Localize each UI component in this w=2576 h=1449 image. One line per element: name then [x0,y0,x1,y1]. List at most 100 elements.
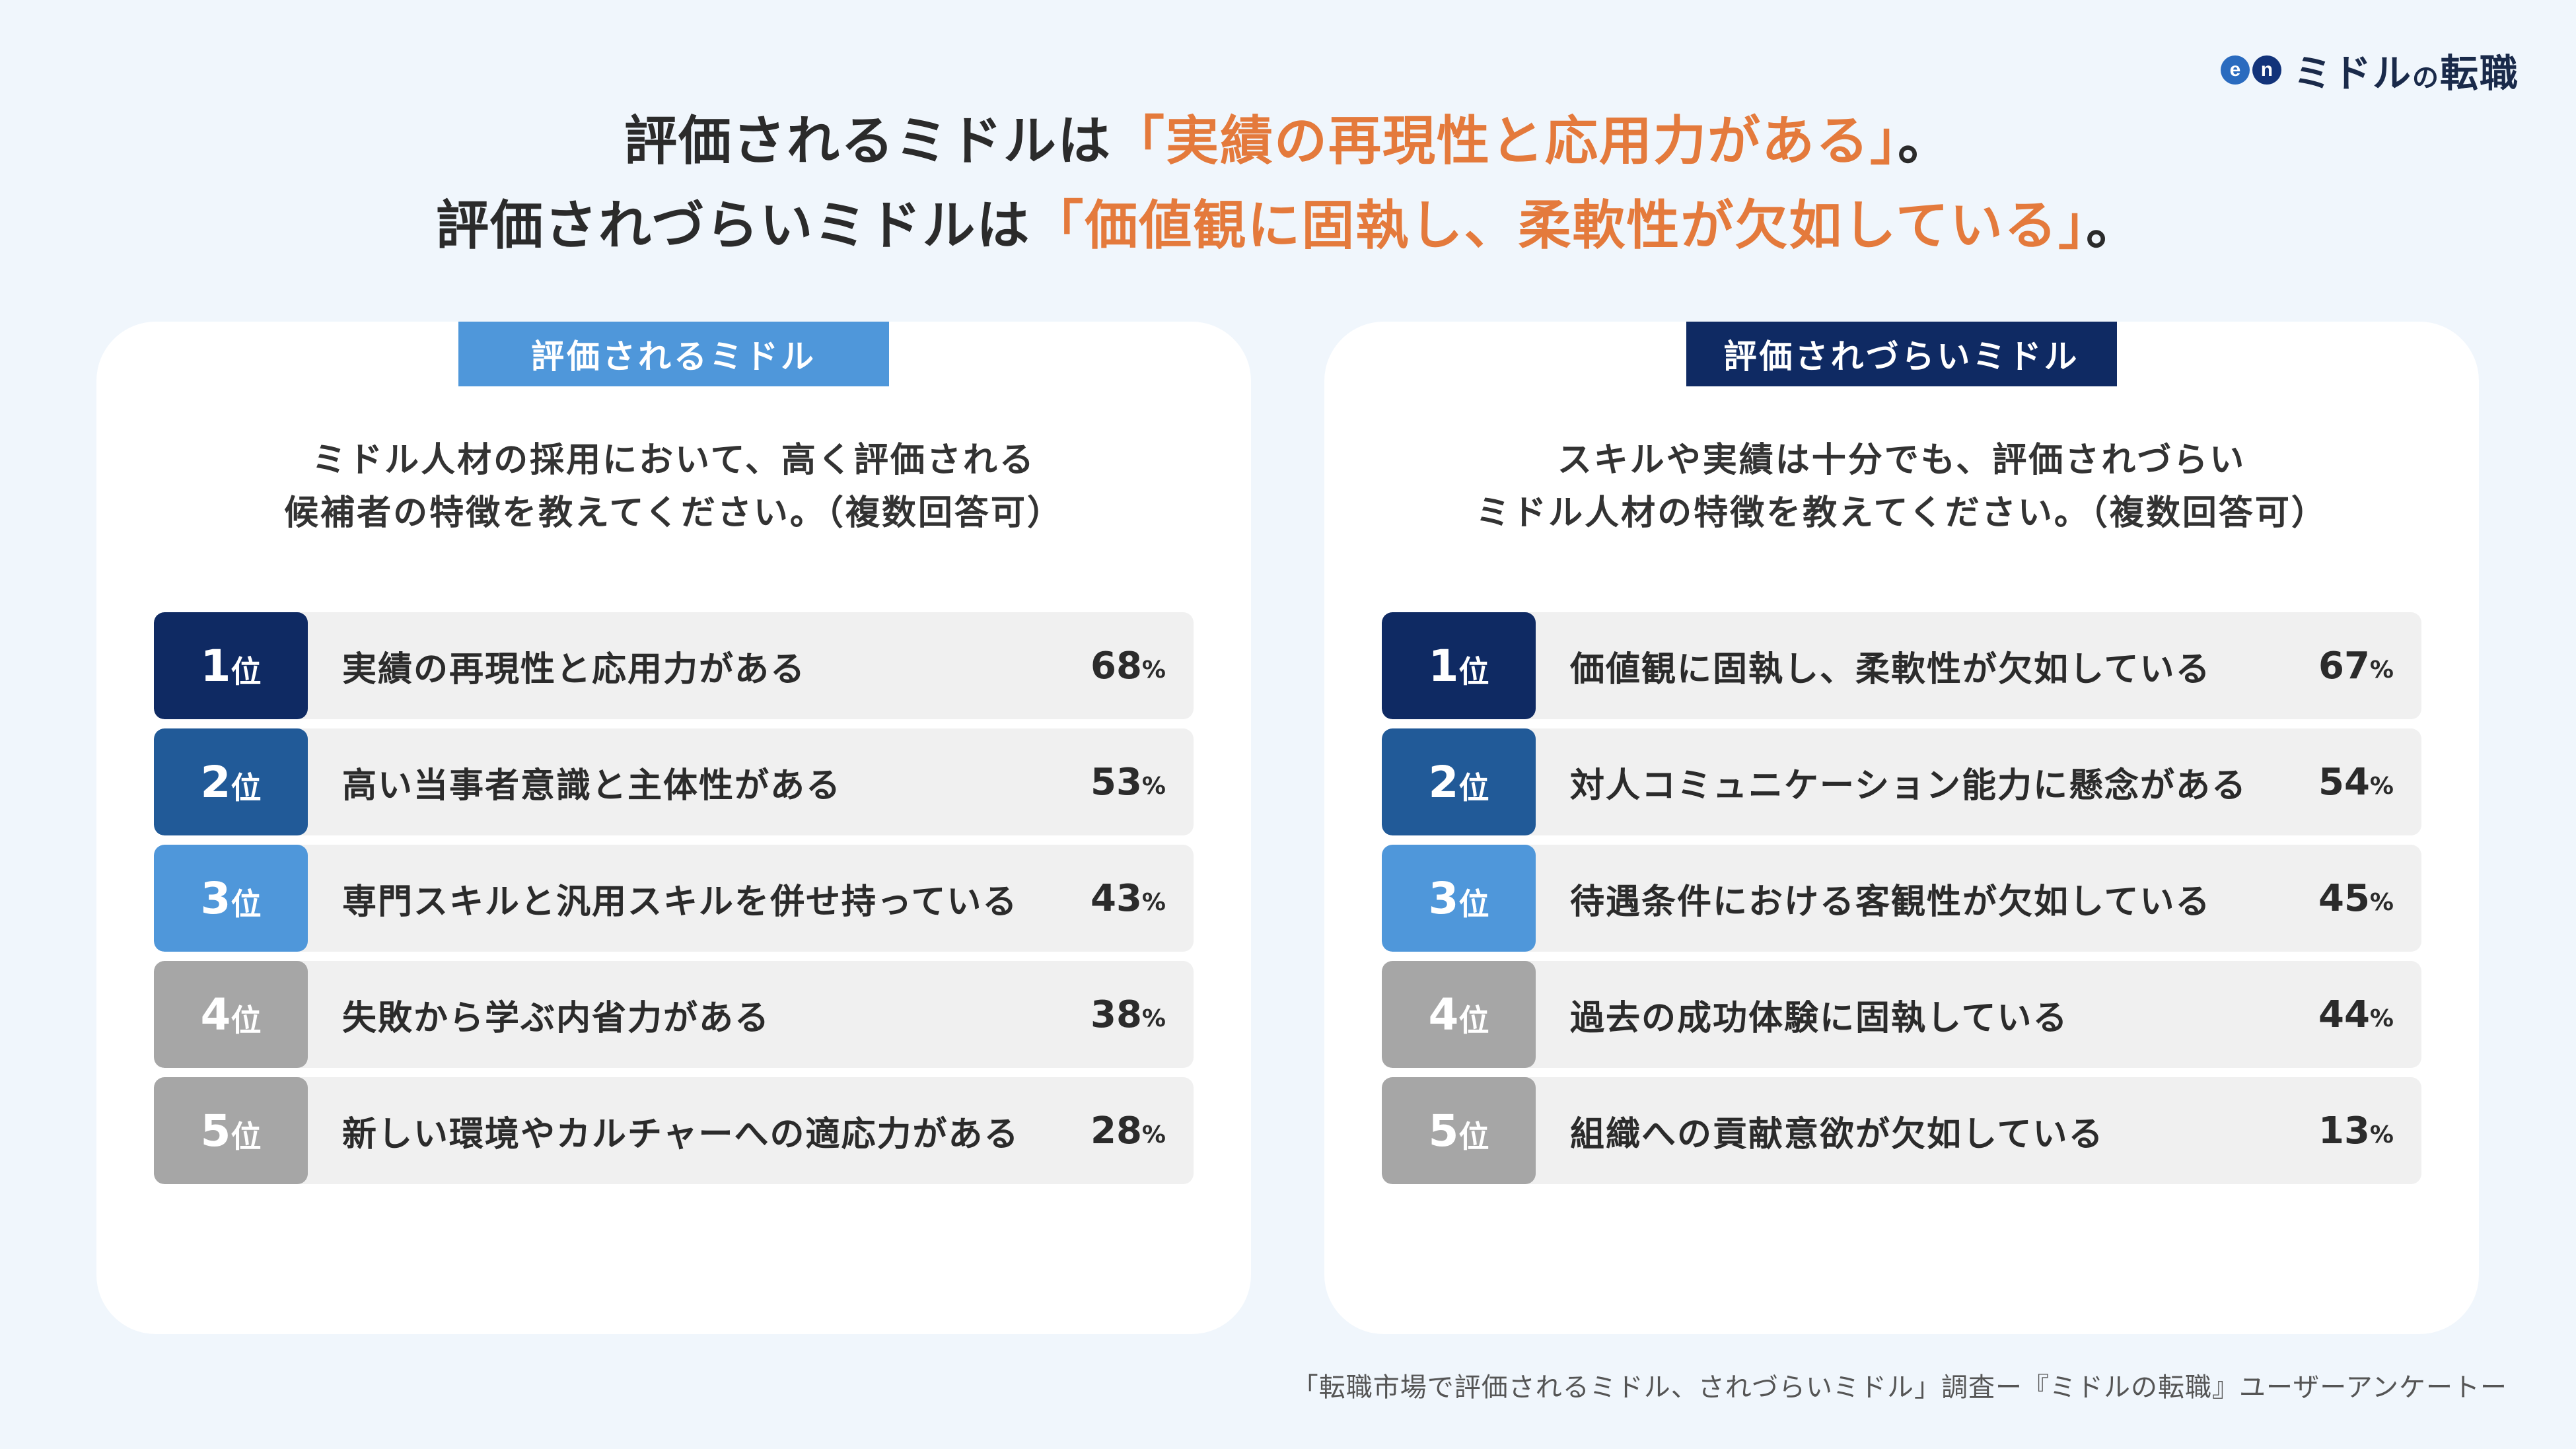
rank-percentage: 53% [1075,728,1194,835]
rank-row: 3 位待遇条件における客観性が欠如している 45% [1382,845,2421,952]
rank-number: 3 [200,872,231,924]
brand-logo: e n ミドルの転職 [2220,42,2519,98]
ranking-list: 1 位実績の再現性と応用力がある 68% 2 位高い当事者意識と主体性がある 53% 3 位専… [154,612,1194,1193]
rank-percentage: 28% [1075,1077,1194,1184]
percentage-value: 44 [2318,993,2370,1036]
rank-number: 5 [200,1105,231,1156]
rank-percentage: 45% [2303,845,2421,952]
headline-line2-prefix: 評価されづらいミドルは [435,195,1031,256]
percent-sign: % [1141,656,1166,684]
rank-row: 3 位専門スキルと汎用スキルを併せ持っている 43% [154,845,1194,952]
percentage-value: 67 [2318,644,2370,688]
source-footnote: 「転職市場で評価されるミドル、されづらいミドル」調査ー『ミドルの転職』ユーザーア… [1291,1372,2507,1403]
rank-label: 新しい環境やカルチャーへの適応力がある [342,1114,1020,1154]
logo-wordmark: ミドルの転職 [2293,42,2519,98]
evaluated-question: ミドル人材の採用において、高く評価される 候補者の特徴を教えてください。（複数回… [96,434,1251,540]
rank-percentage: 67% [2303,612,2421,719]
logo-text-2: の [2412,63,2440,93]
percent-sign: % [2369,772,2394,800]
rank-number: 2 [200,756,231,808]
rank-row: 4 位過去の成功体験に固執している 44% [1382,961,2421,1068]
headline-line2-suffix: 。 [2086,195,2140,256]
rank-label: 組織への貢献意欲が欠如している [1570,1114,2104,1154]
rank-number: 4 [200,989,231,1040]
ranking-list: 1 位価値観に固執し、柔軟性が欠如している 67% 2 位対人コミュニケーション能力に懸… [1382,612,2421,1193]
question-line-1: ミドル人材の採用において、高く評価される [312,441,1036,480]
rank-label: 失敗から学ぶ内省力がある [342,998,771,1038]
percent-sign: % [2369,888,2394,916]
percentage-value: 38 [1090,993,1142,1036]
rank-percentage: 68% [1075,612,1194,719]
rank-label: 専門スキルと汎用スキルを併せ持っている [342,882,1019,922]
rank-suffix: 位 [1458,654,1489,689]
rank-suffix: 位 [231,654,262,689]
question-line-2: ミドル人材の特徴を教えてください。（複数回答可） [1476,493,2328,533]
percentage-value: 54 [2318,760,2370,804]
percent-sign: % [1141,888,1166,916]
headline-line-2: 評価されづらいミドルは「価値観に固執し、柔軟性が欠如している」。 [0,184,2576,268]
rank-suffix: 位 [231,1003,262,1038]
evaluated-badge: 評価されるミドル [458,322,889,386]
rank-number: 5 [1428,1105,1459,1156]
rank-percentage: 38% [1075,961,1194,1068]
question-line-1: スキルや実績は十分でも、評価されづらい [1557,441,2246,480]
rank-suffix: 位 [1458,1003,1489,1038]
percentage-value: 43 [1090,876,1142,920]
less-evaluated-question: スキルや実績は十分でも、評価されづらい ミドル人材の特徴を教えてください。（複数… [1324,434,2479,540]
logo-text-1: ミドル [2293,51,2412,96]
percentage-value: 45 [2318,876,2370,920]
percent-sign: % [1141,1005,1166,1032]
logo-text-3: 転職 [2439,51,2519,96]
rank-row: 1 位 実績の再現性と応用力がある 68% [154,612,1194,719]
rank-suffix: 位 [1458,770,1489,806]
percentage-value: 13 [2318,1109,2370,1152]
rank-label: 実績の再現性と応用力がある [342,649,806,689]
rank-number: 2 [1428,756,1459,808]
rank-percentage: 44% [2303,961,2421,1068]
rank-suffix: 位 [1458,886,1489,922]
rank-row: 5 位新しい環境やカルチャーへの適応力がある 28% [154,1077,1194,1184]
headline-line-1: 評価されるミドルは「実績の再現性と応用力がある」。 [0,99,2576,184]
rank-suffix: 位 [1458,1119,1489,1154]
rank-percentage: 54% [2303,728,2421,835]
percent-sign: % [1141,1121,1166,1149]
page-headline: 評価されるミドルは「実績の再現性と応用力がある」。 評価されづらいミドルは「価値… [0,99,2576,268]
rank-number: 1 [200,640,231,691]
rank-row: 1 位価値観に固執し、柔軟性が欠如している 67% [1382,612,2421,719]
percent-sign: % [2369,1121,2394,1149]
percentage-value: 68 [1090,644,1142,688]
headline-line1-suffix: 。 [1898,110,1952,172]
rank-percentage: 43% [1075,845,1194,952]
less-evaluated-badge: 評価されづらいミドル [1686,322,2117,386]
en-logo-icon: e n [2220,55,2281,85]
rank-row: 2 位高い当事者意識と主体性がある 53% [154,728,1194,835]
rank-percentage: 13% [2303,1077,2421,1184]
rank-label: 価値観に固執し、柔軟性が欠如している [1570,649,2211,689]
rank-label: 対人コミュニケーション能力に懸念がある [1570,765,2247,806]
rank-row: 4 位失敗から学ぶ内省力がある 38% [154,961,1194,1068]
rank-suffix: 位 [231,886,262,922]
rank-label: 過去の成功体験に固執している [1570,998,2069,1038]
question-line-2: 候補者の特徴を教えてください。（複数回答可） [284,493,1063,533]
rank-suffix: 位 [231,1119,262,1154]
rank-number: 4 [1428,989,1459,1040]
percent-sign: % [2369,656,2394,684]
rank-row: 5 位組織への貢献意欲が欠如している 13% [1382,1077,2421,1184]
rank-row: 2 位 対人コミュニケーション能力に懸念がある 54% [1382,728,2421,835]
percentage-value: 53 [1090,760,1142,804]
rank-label: 待遇条件における客観性が欠如している [1570,882,2211,922]
headline-line1-accent: 「実績の再現性と応用力がある」 [1112,110,1898,172]
rank-number: 1 [1428,640,1459,691]
less-evaluated-panel: 評価されづらいミドル スキルや実績は十分でも、評価されづらい ミドル人材の特徴を… [1324,322,2479,1334]
percent-sign: % [1141,772,1166,800]
percentage-value: 28 [1090,1109,1142,1152]
headline-line1-prefix: 評価されるミドルは [624,110,1112,172]
